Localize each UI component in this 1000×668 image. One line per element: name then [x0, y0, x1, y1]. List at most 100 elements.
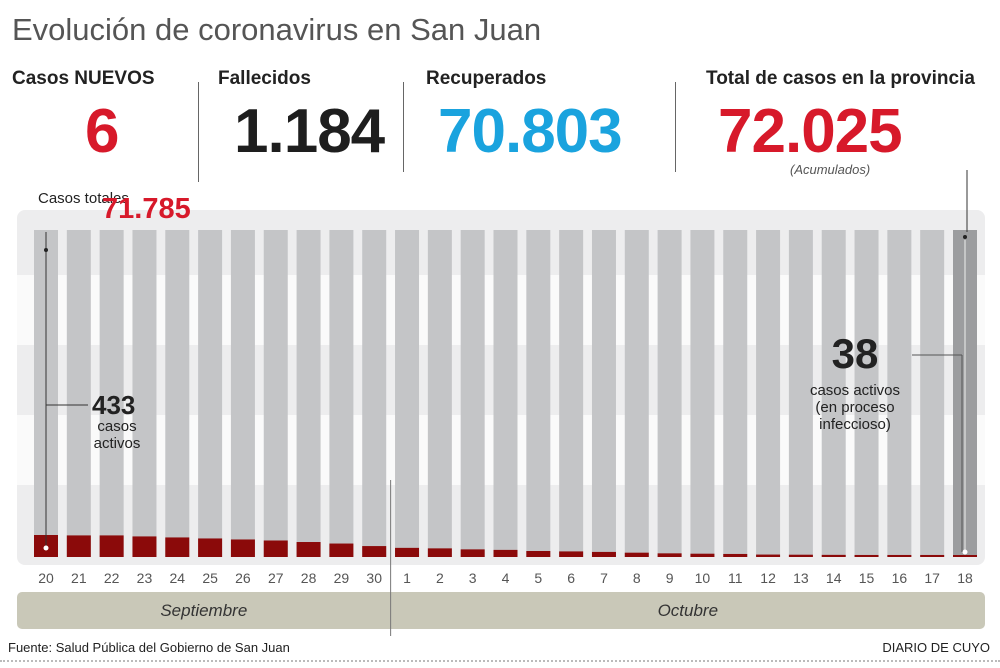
leader-dot [43, 545, 49, 551]
total-bar-5 [526, 230, 551, 557]
active-bar-28 [296, 542, 321, 557]
active-bar-30 [362, 546, 387, 557]
recuperados-label: Recuperados [426, 68, 547, 89]
x-tick-label: 8 [633, 570, 641, 586]
x-tick-label: 17 [924, 570, 940, 586]
x-tick-label: 27 [268, 570, 284, 586]
active-bar-4 [493, 549, 518, 557]
total-note: (Acumulados) [790, 162, 871, 177]
page-title: Evolución de coronavirus en San Juan [12, 12, 542, 47]
total-bar-7 [591, 230, 616, 557]
x-tick-label: 7 [600, 570, 608, 586]
active-bar-16 [887, 554, 912, 557]
total-bar-2 [427, 230, 452, 557]
active-bar-27 [263, 540, 288, 557]
total-bar-21 [66, 230, 91, 557]
divider [403, 82, 404, 172]
active-bar-17 [920, 554, 945, 557]
x-tick-label: 30 [366, 570, 382, 586]
active-bar-29 [329, 543, 354, 557]
active-bar-13 [788, 554, 813, 557]
total-bar-24 [165, 230, 190, 557]
recuperados-value: 70.803 [438, 97, 623, 166]
active-bar-10 [690, 553, 715, 557]
x-tick-label: 5 [534, 570, 542, 586]
divider [675, 82, 676, 172]
active-bar-24 [165, 537, 190, 557]
nuevos-label: Casos NUEVOS [12, 68, 155, 89]
nuevos-value: 6 [85, 97, 119, 166]
divider [0, 660, 1000, 662]
x-tick-label: 20 [38, 570, 54, 586]
active-bar-3 [460, 549, 485, 557]
total-bar-4 [493, 230, 518, 557]
total-label: Total de casos en la provincia [706, 68, 975, 89]
total-bar-3 [460, 230, 485, 557]
month-band [17, 592, 985, 629]
x-tick-label: 23 [137, 570, 153, 586]
end-active-label: casos activos (en proceso infeccioso) [809, 382, 901, 433]
fallecidos-value: 1.184 [234, 97, 385, 166]
active-bar-2 [427, 548, 452, 557]
x-tick-label: 6 [567, 570, 575, 586]
active-bar-25 [198, 538, 223, 557]
x-tick-label: 13 [793, 570, 809, 586]
x-tick-label: 25 [202, 570, 218, 586]
active-bar-5 [526, 551, 551, 557]
total-bar-28 [296, 230, 321, 557]
active-bar-26 [230, 539, 255, 557]
active-bar-15 [854, 554, 879, 557]
total-bar-8 [624, 230, 649, 557]
total-bar-1 [395, 230, 420, 557]
x-tick-label: 1 [403, 570, 411, 586]
total-bar-9 [657, 230, 682, 557]
active-bar-21 [66, 535, 91, 557]
x-tick-label: 3 [469, 570, 477, 586]
total-bar-12 [756, 230, 781, 557]
active-bar-11 [723, 553, 748, 557]
x-tick-label: 15 [859, 570, 875, 586]
total-bar-25 [198, 230, 223, 557]
x-tick-label: 22 [104, 570, 120, 586]
total-bar-22 [99, 230, 124, 557]
start-active-label: casos activos [93, 418, 141, 452]
active-bar-9 [657, 553, 682, 557]
total-bar-29 [329, 230, 354, 557]
x-tick-label: 12 [760, 570, 776, 586]
total-bar-6 [559, 230, 584, 557]
x-tick-label: 10 [695, 570, 711, 586]
total-bar-14 [821, 230, 846, 557]
brand: DIARIO DE CUYO [882, 640, 990, 655]
total-bar-17 [920, 230, 945, 557]
x-tick-label: 26 [235, 570, 251, 586]
leader-dot [44, 248, 48, 252]
start-active-value: 433 [92, 390, 136, 420]
total-bar-23 [132, 230, 157, 557]
x-tick-label: 21 [71, 570, 87, 586]
active-bar-23 [132, 536, 157, 557]
total-value: 72.025 [718, 97, 903, 166]
x-tick-label: 24 [169, 570, 185, 586]
month-label: Octubre [658, 601, 718, 620]
x-tick-label: 16 [892, 570, 908, 586]
fallecidos-label: Fallecidos [218, 68, 311, 89]
x-tick-label: 9 [666, 570, 674, 586]
source: Fuente: Salud Pública del Gobierno de Sa… [8, 640, 290, 655]
active-bar-12 [756, 554, 781, 557]
leader-dot [963, 235, 967, 239]
month-label: Septiembre [160, 601, 247, 620]
total-bar-10 [690, 230, 715, 557]
active-bar-14 [821, 554, 846, 557]
active-bar-22 [99, 535, 124, 557]
x-tick-label: 4 [502, 570, 510, 586]
active-bar-6 [559, 551, 584, 557]
x-tick-label: 2 [436, 570, 444, 586]
total-bar-16 [887, 230, 912, 557]
total-bar-15 [854, 230, 879, 557]
x-tick-label: 29 [334, 570, 350, 586]
total-bar-26 [230, 230, 255, 557]
total-bar-27 [263, 230, 288, 557]
x-tick-label: 18 [957, 570, 973, 586]
